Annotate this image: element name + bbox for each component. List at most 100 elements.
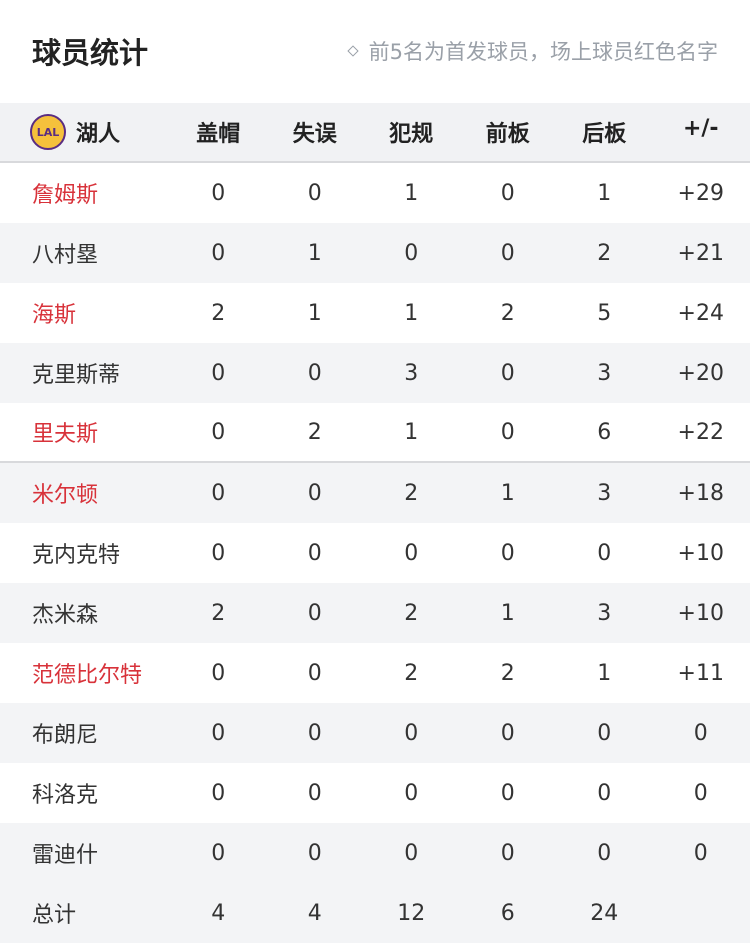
stat-cell: 0 xyxy=(500,720,515,746)
stat-cell: +18 xyxy=(677,480,724,506)
stat-cell: 0 xyxy=(307,480,322,506)
stat-cell: 0 xyxy=(404,840,419,866)
stat-cell: 0 xyxy=(404,780,419,806)
stat-cell: 0 xyxy=(500,360,515,386)
player-name[interactable]: 范德比尔特 xyxy=(32,663,143,688)
stat-cell: 3 xyxy=(597,360,612,386)
total-cell: 12 xyxy=(397,900,426,926)
table-row[interactable]: 克内克特 0 0 0 0 0 +10 xyxy=(0,523,750,583)
stat-cell: +10 xyxy=(677,600,724,626)
stat-cell: 0 xyxy=(693,780,708,806)
stat-cell: 1 xyxy=(500,480,515,506)
table-row[interactable]: 杰米森 2 0 2 1 3 +10 xyxy=(0,583,750,643)
table-row[interactable]: 海斯 2 1 1 2 5 +24 xyxy=(0,283,750,343)
column-header[interactable]: 后板 xyxy=(582,122,627,147)
player-name[interactable]: 八村塁 xyxy=(32,243,99,268)
stat-cell: 0 xyxy=(211,360,226,386)
stat-cell: 0 xyxy=(500,840,515,866)
stat-cell: 0 xyxy=(597,780,612,806)
player-name[interactable]: 詹姆斯 xyxy=(32,183,99,208)
note-text: 前5名为首发球员，场上球员红色名字 xyxy=(368,40,718,64)
stat-cell: 3 xyxy=(404,360,419,386)
column-header[interactable]: 盖帽 xyxy=(196,122,241,147)
stat-cell: 0 xyxy=(500,540,515,566)
stat-cell: 0 xyxy=(211,780,226,806)
stat-cell: +20 xyxy=(677,360,724,386)
page-title: 球员统计 xyxy=(32,36,149,70)
stat-cell: 1 xyxy=(597,660,612,686)
player-name[interactable]: 米尔顿 xyxy=(32,483,99,508)
stat-cell: 2 xyxy=(597,240,612,266)
stat-cell: 0 xyxy=(404,240,419,266)
stat-cell: 6 xyxy=(597,419,612,445)
stat-cell: 0 xyxy=(211,540,226,566)
stat-cell: 0 xyxy=(500,419,515,445)
header: 球员统计 前5名为首发球员，场上球员红色名字 xyxy=(0,0,750,103)
table-row[interactable]: 科洛克 0 0 0 0 0 0 xyxy=(0,763,750,823)
stat-cell: 1 xyxy=(404,419,419,445)
stat-cell: 0 xyxy=(500,780,515,806)
stat-cell: +24 xyxy=(677,300,724,326)
stat-cell: 2 xyxy=(211,300,226,326)
stat-cell: 0 xyxy=(211,180,226,206)
player-name[interactable]: 科洛克 xyxy=(32,783,99,808)
player-name[interactable]: 布朗尼 xyxy=(32,723,99,748)
player-name[interactable]: 里夫斯 xyxy=(32,422,99,447)
stat-cell: 3 xyxy=(597,480,612,506)
stat-cell: 5 xyxy=(597,300,612,326)
stat-cell: 0 xyxy=(404,540,419,566)
player-name[interactable]: 杰米森 xyxy=(32,603,99,628)
player-name[interactable]: 克内克特 xyxy=(32,543,121,568)
stat-cell: 0 xyxy=(211,720,226,746)
legend-note: 前5名为首发球员，场上球员红色名字 xyxy=(346,36,718,66)
stat-cell: 2 xyxy=(404,480,419,506)
stat-cell: 2 xyxy=(500,660,515,686)
stat-cell: 0 xyxy=(597,720,612,746)
stat-cell: 0 xyxy=(211,840,226,866)
player-name[interactable]: 克里斯蒂 xyxy=(32,363,121,388)
stat-cell: 0 xyxy=(597,840,612,866)
table-row[interactable]: 里夫斯 0 2 1 0 6 +22 xyxy=(0,403,750,463)
totals-row: 总计 4 4 12 6 24 xyxy=(0,883,750,943)
stat-cell: 0 xyxy=(307,360,322,386)
stat-cell: 2 xyxy=(307,419,322,445)
team-cell: LAL 湖人 xyxy=(0,114,170,150)
stat-cell: 1 xyxy=(307,240,322,266)
stat-cell: 2 xyxy=(404,600,419,626)
stat-cell: 0 xyxy=(500,180,515,206)
stat-cell: 0 xyxy=(693,840,708,866)
stat-cell: +22 xyxy=(677,419,724,445)
stat-cell: 1 xyxy=(500,600,515,626)
stat-cell: 0 xyxy=(307,180,322,206)
table-row[interactable]: 八村塁 0 1 0 0 2 +21 xyxy=(0,223,750,283)
stat-cell: 0 xyxy=(307,780,322,806)
stat-cell: 1 xyxy=(307,300,322,326)
total-cell: 6 xyxy=(500,900,515,926)
stat-cell: 0 xyxy=(307,840,322,866)
stat-cell: 0 xyxy=(307,720,322,746)
total-cell: 24 xyxy=(590,900,619,926)
stat-cell: 0 xyxy=(307,660,322,686)
table-row[interactable]: 詹姆斯 0 0 1 0 1 +29 xyxy=(0,163,750,223)
stat-cell: +29 xyxy=(677,180,724,206)
stat-cell: 2 xyxy=(211,600,226,626)
column-header[interactable]: 犯规 xyxy=(389,122,434,147)
diamond-icon xyxy=(346,45,359,57)
total-cell: 4 xyxy=(211,900,226,926)
column-header[interactable]: 前板 xyxy=(485,122,530,147)
table-row[interactable]: 范德比尔特 0 0 2 2 1 +11 xyxy=(0,643,750,703)
stat-cell: 0 xyxy=(693,720,708,746)
player-name[interactable]: 海斯 xyxy=(32,303,77,328)
column-header[interactable]: 失误 xyxy=(292,122,337,147)
table-row[interactable]: 布朗尼 0 0 0 0 0 0 xyxy=(0,703,750,763)
table-row[interactable]: 雷迪什 0 0 0 0 0 0 xyxy=(0,823,750,883)
stat-cell: 1 xyxy=(597,180,612,206)
table-row[interactable]: 克里斯蒂 0 0 3 0 3 +20 xyxy=(0,343,750,403)
team-name: 湖人 xyxy=(76,122,121,147)
stat-cell: 0 xyxy=(500,240,515,266)
player-name[interactable]: 雷迪什 xyxy=(32,843,99,868)
stat-cell: 0 xyxy=(597,540,612,566)
total-cell: 4 xyxy=(307,900,322,926)
table-row[interactable]: 米尔顿 0 0 2 1 3 +18 xyxy=(0,463,750,523)
column-header[interactable]: +/- xyxy=(682,116,719,141)
